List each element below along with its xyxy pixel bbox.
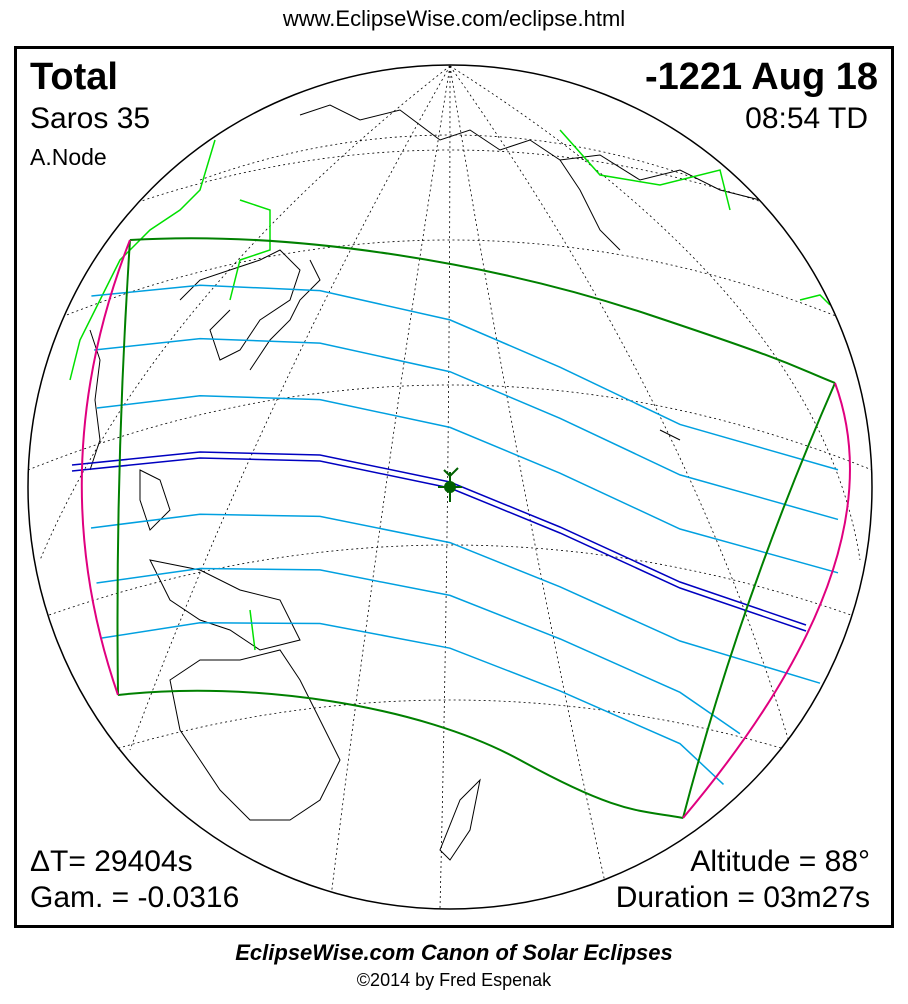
altitude: Altitude = 88° <box>690 845 870 878</box>
meridian-line <box>449 65 861 561</box>
meridian-line <box>449 65 611 906</box>
central-line-north <box>71 451 807 626</box>
coastlines <box>89 104 761 861</box>
graticule <box>28 65 872 909</box>
gamma: Gam. = -0.0316 <box>30 881 240 914</box>
penumbral-magnitude-line <box>96 567 741 735</box>
penumbral-magnitude-line <box>91 284 839 471</box>
meridian-line <box>449 65 801 781</box>
globe-outline <box>27 64 873 910</box>
parallel-line <box>39 149 861 241</box>
map-frame <box>14 46 894 928</box>
penumbral-magnitude-line <box>90 513 821 684</box>
duration: Duration = 03m27s <box>615 881 870 914</box>
parallel-line <box>29 239 871 331</box>
southern-limit <box>117 689 684 819</box>
penumbral-magnitude-line <box>101 621 725 785</box>
parallel-line <box>34 544 866 621</box>
delta-t: ΔT= 29404s <box>30 845 193 878</box>
source-url: www.EclipseWise.com/eclipse.html <box>282 6 626 31</box>
central-line-south <box>71 457 807 632</box>
political-borders <box>69 129 831 651</box>
greatest-eclipse-icon <box>438 467 462 502</box>
penumbral-magnitude-line <box>94 337 839 521</box>
parallel-line <box>79 699 821 761</box>
eclipse-type: Total <box>30 56 118 98</box>
canon-title: EclipseWise.com Canon of Solar Eclipses <box>235 940 673 965</box>
meridian-line <box>39 65 451 561</box>
northern-limit <box>129 237 836 384</box>
node-label: A.Node <box>30 144 107 170</box>
eclipse-time: 08:54 TD <box>745 102 868 135</box>
saros-number: Saros 35 <box>30 102 151 135</box>
meridian-line <box>129 65 451 751</box>
eclipse-date: -1221 Aug 18 <box>644 56 878 98</box>
penumbral-magnitude-line <box>96 395 839 574</box>
sunset-curve <box>682 382 851 819</box>
copyright: ©2014 by Fred Espenak <box>356 970 552 990</box>
meridian-line <box>329 65 451 906</box>
eastern-limit <box>682 382 836 819</box>
sunrise-curve <box>80 239 131 696</box>
parallel-line <box>199 134 701 181</box>
western-limit <box>116 239 131 696</box>
